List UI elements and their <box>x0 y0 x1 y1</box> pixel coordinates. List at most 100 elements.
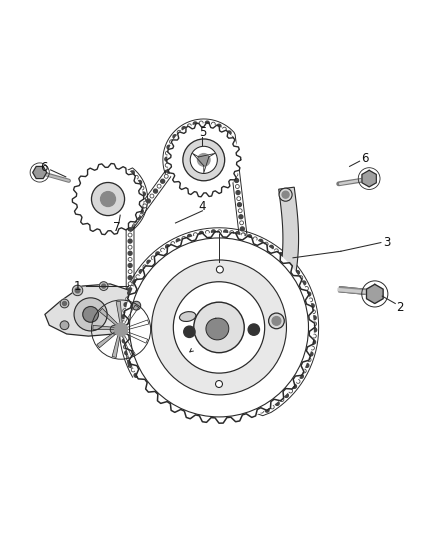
Circle shape <box>128 361 132 365</box>
Circle shape <box>152 260 286 395</box>
Circle shape <box>156 372 160 376</box>
Circle shape <box>132 219 136 223</box>
Circle shape <box>235 184 239 189</box>
Circle shape <box>126 297 130 301</box>
Circle shape <box>129 362 133 366</box>
Circle shape <box>128 245 132 249</box>
Circle shape <box>309 298 313 302</box>
Circle shape <box>142 198 146 202</box>
Circle shape <box>187 124 191 128</box>
Polygon shape <box>126 332 148 343</box>
Circle shape <box>191 384 195 388</box>
Circle shape <box>292 266 296 270</box>
Circle shape <box>168 124 240 196</box>
Circle shape <box>173 135 177 139</box>
Circle shape <box>123 309 127 312</box>
Circle shape <box>164 174 168 178</box>
Circle shape <box>274 249 278 253</box>
Circle shape <box>305 364 309 367</box>
Circle shape <box>251 312 254 316</box>
Circle shape <box>300 374 303 378</box>
Circle shape <box>208 390 212 394</box>
Circle shape <box>227 131 231 135</box>
Circle shape <box>211 122 215 126</box>
Circle shape <box>215 381 223 387</box>
Circle shape <box>143 265 147 269</box>
Circle shape <box>128 197 132 200</box>
Circle shape <box>63 302 67 305</box>
Circle shape <box>237 203 241 207</box>
Polygon shape <box>206 318 229 340</box>
Text: 4: 4 <box>199 200 206 213</box>
Circle shape <box>154 189 158 193</box>
Circle shape <box>230 136 233 140</box>
Circle shape <box>248 294 252 297</box>
Circle shape <box>313 322 317 326</box>
Text: 7: 7 <box>113 221 120 234</box>
Circle shape <box>130 286 134 289</box>
Circle shape <box>161 179 165 183</box>
Circle shape <box>272 317 281 325</box>
Circle shape <box>128 349 132 353</box>
Circle shape <box>125 233 313 422</box>
Circle shape <box>122 333 126 337</box>
Circle shape <box>199 231 203 235</box>
Circle shape <box>165 163 169 167</box>
Circle shape <box>83 306 99 322</box>
Circle shape <box>156 252 160 256</box>
Circle shape <box>145 367 149 372</box>
Circle shape <box>128 209 132 213</box>
Circle shape <box>125 351 129 355</box>
Circle shape <box>74 165 142 233</box>
Circle shape <box>302 369 306 373</box>
Circle shape <box>307 292 311 296</box>
Circle shape <box>139 366 143 369</box>
Circle shape <box>244 257 248 261</box>
Circle shape <box>254 348 258 352</box>
Circle shape <box>133 280 137 284</box>
Circle shape <box>174 378 178 382</box>
Circle shape <box>197 386 201 390</box>
Circle shape <box>128 276 132 280</box>
Circle shape <box>259 239 263 243</box>
Circle shape <box>236 232 240 236</box>
Text: 1: 1 <box>74 280 81 293</box>
Text: 2: 2 <box>396 301 403 314</box>
Polygon shape <box>97 332 116 348</box>
Circle shape <box>128 184 132 188</box>
Circle shape <box>247 281 251 285</box>
Circle shape <box>128 300 132 304</box>
Circle shape <box>284 393 288 398</box>
Circle shape <box>282 191 289 198</box>
Circle shape <box>124 303 128 306</box>
Circle shape <box>237 197 241 200</box>
Circle shape <box>280 398 284 401</box>
Circle shape <box>260 409 264 413</box>
Circle shape <box>110 325 119 334</box>
Polygon shape <box>362 171 376 187</box>
Circle shape <box>121 321 125 325</box>
Circle shape <box>182 237 186 240</box>
Circle shape <box>265 408 269 412</box>
Circle shape <box>243 403 247 407</box>
Circle shape <box>264 242 268 246</box>
Circle shape <box>180 380 184 384</box>
Circle shape <box>136 274 140 279</box>
Circle shape <box>173 282 265 373</box>
Circle shape <box>214 392 218 397</box>
Circle shape <box>128 288 132 292</box>
Circle shape <box>234 173 238 176</box>
Circle shape <box>136 214 140 217</box>
Circle shape <box>128 330 132 335</box>
Circle shape <box>138 181 141 184</box>
Circle shape <box>199 121 203 125</box>
Circle shape <box>293 384 297 389</box>
Circle shape <box>225 397 229 401</box>
Circle shape <box>130 171 134 175</box>
Circle shape <box>233 160 237 164</box>
Circle shape <box>121 327 125 331</box>
Circle shape <box>128 224 132 228</box>
Circle shape <box>147 260 151 264</box>
Circle shape <box>194 302 244 353</box>
Circle shape <box>245 263 249 267</box>
